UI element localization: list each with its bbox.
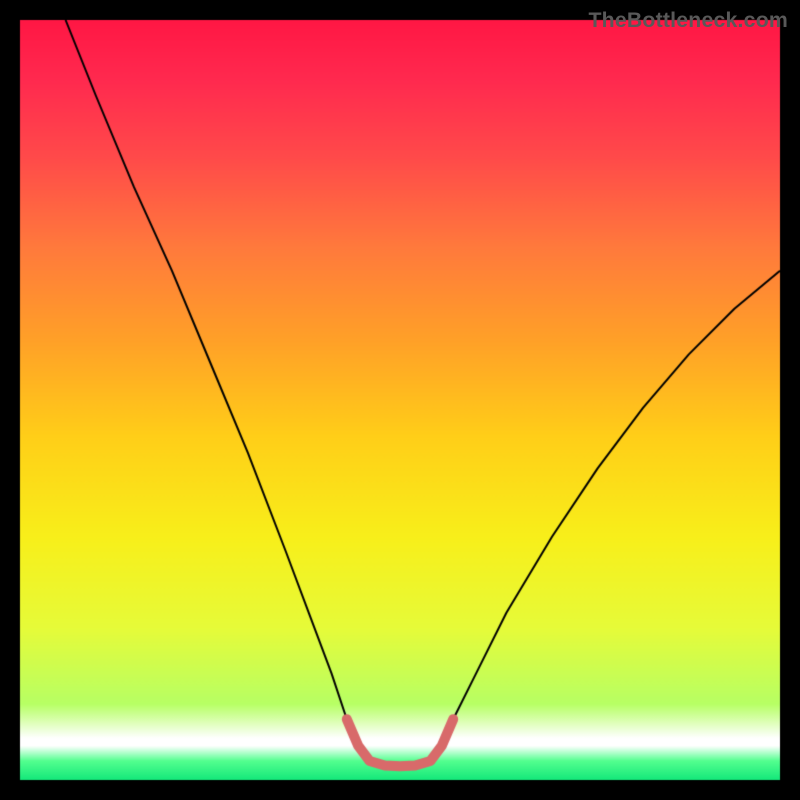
bottleneck-chart: [0, 0, 800, 800]
